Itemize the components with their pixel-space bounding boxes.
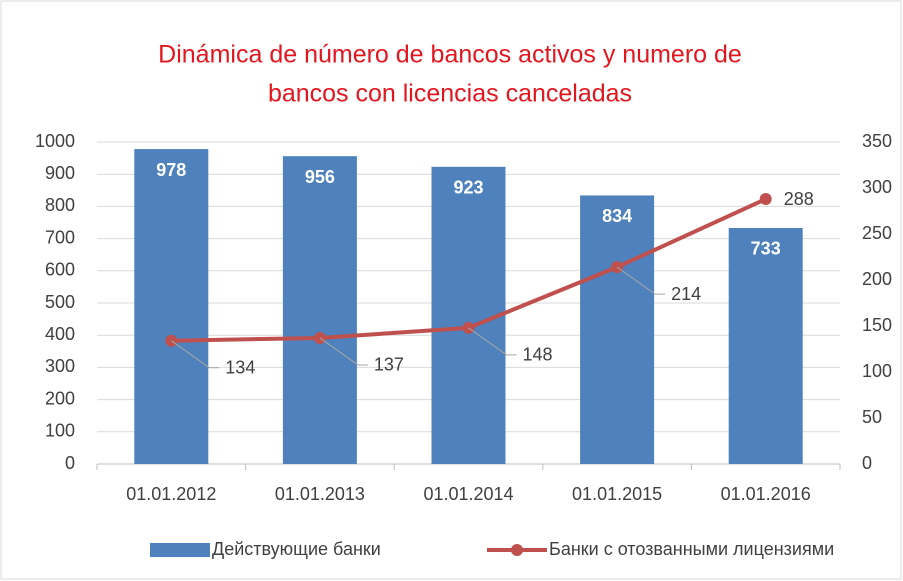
- line-value-label: 137: [374, 355, 404, 375]
- bar: [134, 149, 209, 465]
- x-tick-label: 01.01.2016: [721, 484, 811, 504]
- y-tick-label: 900: [45, 163, 75, 183]
- y2-tick-label: 200: [862, 269, 892, 289]
- y-tick-label: 600: [45, 260, 75, 280]
- y-tick-label: 800: [45, 195, 75, 215]
- line-value-label: 288: [784, 189, 814, 209]
- y-tick-label: 1000: [35, 131, 75, 151]
- y2-tick-label: 100: [862, 361, 892, 381]
- bar-value-label: 733: [751, 239, 781, 259]
- chart-title: bancos con licencias canceladas: [268, 80, 632, 108]
- bar-value-label: 956: [305, 167, 335, 187]
- y-tick-label: 100: [45, 421, 75, 441]
- line-value-label: 134: [225, 357, 255, 377]
- leader-line: [319, 337, 368, 366]
- y-tick-label: 200: [45, 388, 75, 408]
- y-tick-label: 300: [45, 356, 75, 376]
- y2-tick-label: 150: [862, 315, 892, 335]
- bar: [728, 227, 803, 464]
- legend-swatch: [150, 543, 210, 557]
- chart-title: Dinámica de número de bancos activos y n…: [158, 41, 742, 69]
- y2-tick-label: 0: [862, 453, 872, 473]
- y-tick-label: 0: [65, 453, 75, 473]
- bar-value-label: 834: [602, 206, 632, 226]
- bar-value-label: 978: [156, 160, 186, 180]
- line-point: [759, 193, 772, 206]
- legend-swatch: [511, 544, 523, 556]
- y-tick-label: 500: [45, 292, 75, 312]
- y2-tick-label: 50: [862, 407, 882, 427]
- y-tick-label: 700: [45, 227, 75, 247]
- bar-value-label: 923: [453, 178, 483, 198]
- line-value-label: 214: [671, 284, 701, 304]
- y-tick-label: 400: [45, 324, 75, 344]
- x-tick-label: 01.01.2014: [423, 484, 513, 504]
- x-tick-label: 01.01.2013: [275, 484, 365, 504]
- y2-tick-label: 350: [862, 131, 892, 151]
- legend-label: Банки с отозванными лицензиями: [549, 539, 834, 559]
- y2-tick-label: 300: [862, 177, 892, 197]
- leader-line: [616, 266, 666, 295]
- bar: [282, 156, 357, 464]
- bar: [580, 195, 655, 464]
- x-tick-label: 01.01.2015: [572, 484, 662, 504]
- legend-label: Действующие банки: [212, 539, 381, 559]
- y2-tick-label: 250: [862, 223, 892, 243]
- leader-line: [171, 340, 220, 369]
- leader-line: [468, 327, 517, 356]
- bar: [431, 166, 506, 464]
- x-tick-label: 01.01.2012: [126, 484, 216, 504]
- line-value-label: 148: [523, 345, 553, 365]
